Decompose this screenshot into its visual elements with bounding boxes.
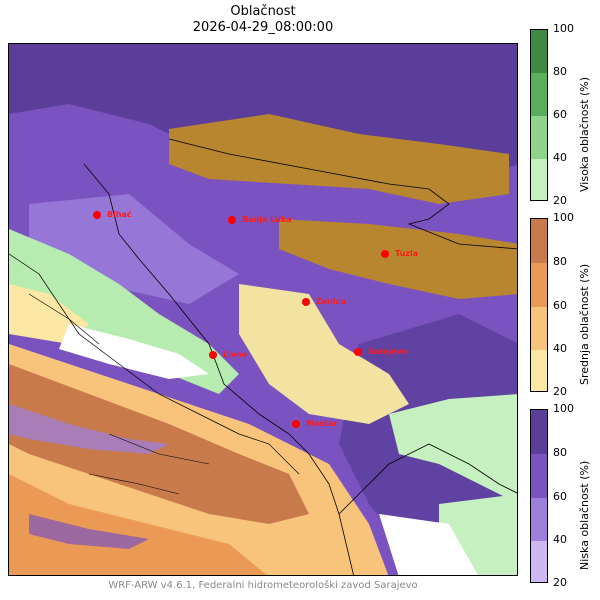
colorbar-segment <box>531 219 547 263</box>
colorbar-tick: 20 <box>553 576 567 589</box>
high-cloud-coast <box>9 229 239 394</box>
colorbar-segment <box>531 116 547 159</box>
border-line-east <box>338 443 517 515</box>
high-cloud-east <box>389 394 517 503</box>
coastline <box>9 253 300 475</box>
colorbar-tick: 60 <box>553 299 567 312</box>
city-marker: Mostar <box>292 419 337 428</box>
colorbar-segment <box>531 410 547 454</box>
colorbar-segment <box>531 541 547 582</box>
colorbar-segment <box>531 159 547 200</box>
colorbar-mid-cloud <box>530 218 548 392</box>
datetime-text: 2026-04-29_08:00:00 <box>192 20 334 35</box>
colorbar-segment <box>531 498 547 541</box>
city-label: Livno <box>223 350 248 359</box>
city-marker: Banja Luka <box>228 215 292 224</box>
city-label: Banja Luka <box>242 215 292 224</box>
colorbar-tick: 60 <box>553 490 567 503</box>
city-label: Tuzla <box>395 249 418 258</box>
colorbar-tick: 80 <box>553 446 567 459</box>
island-outline-2 <box>108 433 210 465</box>
colorbar-tick: 40 <box>553 151 567 164</box>
title-text: Oblačnost <box>230 4 296 19</box>
city-label: Sarajevo <box>368 347 408 356</box>
island-outline-3 <box>88 473 180 495</box>
city-marker: Livno <box>209 350 248 359</box>
city-label: Zenica <box>316 297 346 306</box>
colorbar-tick: 40 <box>553 533 567 546</box>
colorbar-segment <box>531 454 547 498</box>
colorbar-tick: 100 <box>553 211 574 224</box>
low-cloud-streak-2 <box>29 514 149 549</box>
low-cloud-streak-1 <box>9 404 169 454</box>
border-line-south <box>338 513 354 575</box>
map-title: Oblačnost 2026-04-29_08:00:00 <box>8 4 518 36</box>
colorbar-tick: 20 <box>553 385 567 398</box>
city-marker: Zenica <box>302 297 346 306</box>
colorbar-segment <box>531 30 547 73</box>
colorbar-tick: 100 <box>553 402 574 415</box>
colorbar-tick: 40 <box>553 342 567 355</box>
island-outline-1 <box>28 293 100 345</box>
mid-cloud-band-central <box>279 219 517 299</box>
colorbar-label: Niska oblačnost (%) <box>578 460 591 570</box>
colorbar-segment <box>531 73 547 116</box>
city-label: Mostar <box>306 419 337 428</box>
mid-cloud-light-central <box>239 284 409 424</box>
mid-cloud-orange-far-south <box>9 474 267 575</box>
colorbar-label: Visoka oblačnost (%) <box>578 76 591 192</box>
city-marker: Sarajevo <box>354 347 408 356</box>
colorbar-tick: 60 <box>553 108 567 121</box>
map-canvas: Bihać Banja Luka Tuzla Zenica Livno Sara… <box>9 44 517 575</box>
colorbar-tick: 20 <box>553 194 567 207</box>
city-marker: Tuzla <box>381 249 418 258</box>
clear-sky-southeast <box>379 514 478 575</box>
colorbar-segment <box>531 263 547 307</box>
colorbar-label: Srednja oblačnost (%) <box>578 263 591 385</box>
city-marker: Bihać <box>93 209 132 219</box>
clear-sky-patch <box>59 324 209 379</box>
colorbar-high-cloud <box>530 29 548 201</box>
mid-cloud-band-north <box>169 114 509 204</box>
footer-credit: WRF-ARW v4.6.1, Federalni hidrometeorolo… <box>108 580 418 591</box>
cloud-cover-map: Bihać Banja Luka Tuzla Zenica Livno Sara… <box>8 43 518 576</box>
colorbar-segment <box>531 350 547 391</box>
colorbar-segment <box>531 307 547 350</box>
city-label: Bihać <box>107 209 132 219</box>
border-line-west <box>83 163 340 515</box>
colorbar-low-cloud <box>530 409 548 583</box>
colorbar-tick: 80 <box>553 255 567 268</box>
border-line-north <box>168 138 517 250</box>
colorbar-tick: 100 <box>553 22 574 35</box>
colorbar-tick: 80 <box>553 65 567 78</box>
